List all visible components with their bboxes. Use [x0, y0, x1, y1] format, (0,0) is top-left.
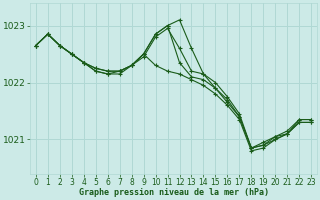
X-axis label: Graphe pression niveau de la mer (hPa): Graphe pression niveau de la mer (hPa) — [78, 188, 268, 197]
